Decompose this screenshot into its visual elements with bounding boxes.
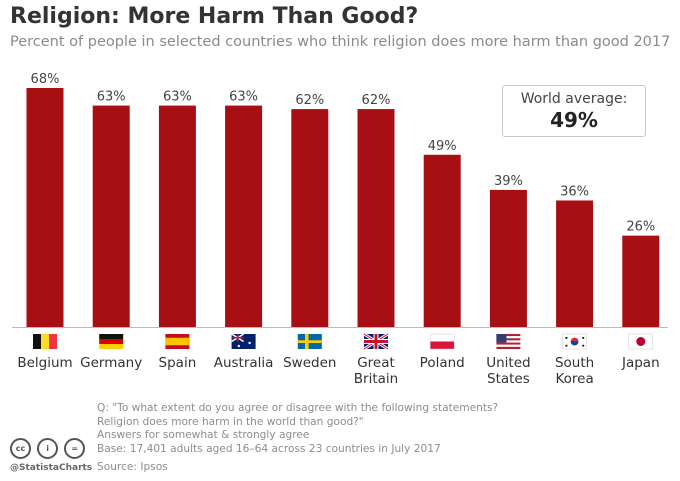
category-label: United: [486, 355, 530, 371]
data-label: 39%: [494, 174, 523, 189]
category-label: Britain: [354, 371, 398, 387]
bar: [423, 154, 461, 327]
japan-flag: [628, 333, 654, 350]
bar-chart: 68% 63% 63% 63% 62% 62% 49% 39% 36% 26% Belgium Ger…: [12, 72, 668, 387]
bar: [622, 235, 660, 327]
poland-flag: [429, 333, 455, 350]
chart-title: Religion: More Harm Than Good?: [10, 4, 419, 29]
by-icon: i: [37, 438, 59, 459]
license-icons: cc i =: [10, 438, 86, 459]
data-label: 62%: [362, 93, 391, 108]
category-label: Japan: [621, 355, 660, 371]
source-note: Source: Ipsos: [97, 461, 168, 473]
bar: [158, 105, 196, 327]
chart-notes: Q: "To what extent do you agree or disag…: [97, 402, 498, 456]
category-label: Great: [357, 355, 395, 371]
statista-brand: @StatistaCharts: [10, 463, 93, 473]
note-line: Base: 17,401 adults aged 16–64 across 23…: [97, 442, 441, 455]
data-label: 63%: [229, 90, 258, 105]
south-korea-flag: [562, 333, 587, 350]
data-label: 26%: [626, 220, 655, 235]
belgium-flag: [33, 334, 57, 349]
us-flag: [496, 334, 521, 349]
category-label: States: [487, 371, 530, 387]
category-label: Korea: [555, 371, 593, 387]
bar: [489, 189, 527, 327]
category-label: Germany: [80, 355, 142, 371]
spain-flag: [165, 334, 190, 349]
bar: [26, 88, 64, 327]
germany-flag: [99, 334, 124, 349]
note-line: Q: "To what extent do you agree or disag…: [97, 402, 499, 414]
note-line: Answers for somewhat & strongly agree: [97, 429, 310, 442]
note-line: Religion does more harm in the world tha…: [97, 415, 364, 428]
world-average-label: World average:: [520, 91, 628, 107]
bar: [92, 105, 130, 327]
cc-icon: cc: [10, 438, 31, 459]
bar: [291, 109, 329, 328]
category-label: Sweden: [283, 355, 336, 371]
category-label: South: [555, 355, 594, 371]
uk-flag: [363, 332, 389, 351]
category-label: Poland: [420, 355, 465, 371]
chart-subtitle: Percent of people in selected countries …: [10, 34, 671, 50]
data-label: 62%: [295, 93, 324, 108]
world-average-value: 49%: [550, 108, 598, 132]
category-label: Spain: [159, 355, 197, 371]
data-label: 63%: [163, 90, 192, 105]
category-label: Belgium: [17, 355, 72, 371]
data-label: 49%: [428, 139, 457, 154]
data-label: 68%: [31, 72, 60, 87]
sweden-flag: [297, 334, 322, 349]
nd-icon: =: [64, 438, 86, 459]
data-label: 36%: [560, 184, 589, 199]
category-label: Australia: [214, 355, 274, 371]
bar: [357, 109, 395, 328]
bar: [556, 200, 594, 327]
australia-flag: [231, 333, 256, 349]
bar: [225, 105, 263, 327]
world-average-box: World average: 49%: [502, 85, 646, 137]
data-label: 63%: [97, 90, 126, 105]
